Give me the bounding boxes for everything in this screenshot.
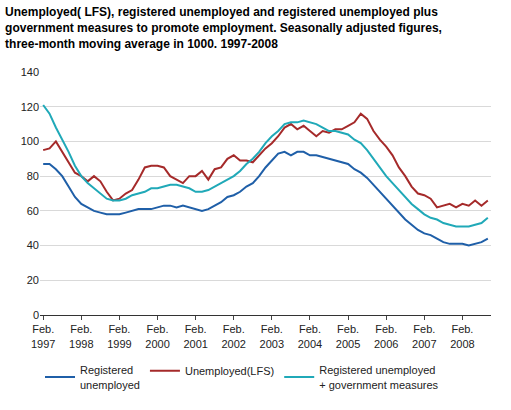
svg-text:Registeredunemployed: Registeredunemployed [80,364,140,390]
svg-text:Feb.2000: Feb.2000 [145,323,169,349]
svg-text:Feb.2001: Feb.2001 [183,323,207,349]
svg-text:100: 100 [21,135,39,147]
svg-text:Feb.2005: Feb.2005 [336,323,360,349]
svg-text:Feb.2006: Feb.2006 [374,323,398,349]
svg-text:Feb.1997: Feb.1997 [31,323,55,349]
svg-text:Feb.2002: Feb.2002 [221,323,245,349]
svg-text:120: 120 [21,101,39,113]
svg-text:80: 80 [27,170,39,182]
svg-text:Feb.2003: Feb.2003 [260,323,284,349]
svg-text:Registered unemployed+ governm: Registered unemployed+ government measur… [319,364,438,390]
svg-text:Feb.1999: Feb.1999 [107,323,131,349]
svg-text:20: 20 [27,274,39,286]
svg-text:Unemployed(LFS): Unemployed(LFS) [185,365,274,377]
svg-text:140: 140 [21,66,39,78]
svg-text:Feb.2008: Feb.2008 [450,323,474,349]
svg-text:0: 0 [33,309,39,321]
svg-text:Feb.1998: Feb.1998 [69,323,93,349]
svg-text:Unemployed( LFS), registered u: Unemployed( LFS), registered unemployed … [5,5,442,50]
svg-text:60: 60 [27,205,39,217]
svg-text:Feb.2007: Feb.2007 [412,323,436,349]
svg-text:40: 40 [27,239,39,251]
svg-text:Feb.2004: Feb.2004 [298,323,322,349]
